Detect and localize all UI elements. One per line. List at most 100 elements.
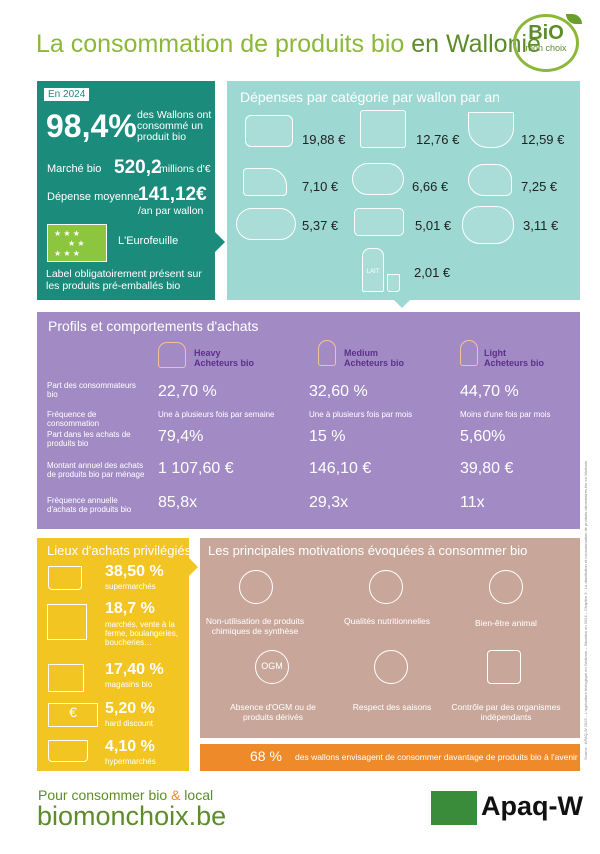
heavy-share: 22,70 % bbox=[158, 383, 217, 400]
place-pct-hypermarkets: 4,10 % bbox=[105, 738, 155, 755]
market-label: Marché bio bbox=[47, 163, 102, 175]
spend-charcuterie: 6,66 € bbox=[412, 179, 449, 194]
spend-meat: 19,88 € bbox=[302, 132, 346, 147]
meat-icon bbox=[245, 115, 293, 147]
light-frequency: Moins d'une fois par mois bbox=[460, 410, 551, 419]
light-buyer-label: Light Acheteurs bio bbox=[484, 348, 544, 368]
place-label-hard-discount: hard discount bbox=[105, 719, 154, 728]
heavy-label-2: Acheteurs bio bbox=[194, 358, 255, 368]
heavy-annual-frequency: 85,8x bbox=[158, 494, 198, 511]
seasons-icon bbox=[374, 650, 408, 684]
motivations-title: Les principales motivations évoquées à c… bbox=[208, 543, 528, 558]
source-note: Source : APAQ-W 2025 – L'agriculture bio… bbox=[583, 460, 588, 760]
eggs-icon bbox=[354, 208, 404, 236]
tagline-ampersand: & bbox=[171, 787, 181, 803]
tagline-part-2: local bbox=[184, 787, 214, 803]
market-stall-icon bbox=[47, 604, 87, 640]
profiles-title: Profils et comportements d'achats bbox=[48, 318, 259, 334]
consumers-percent: 98,4% bbox=[46, 108, 137, 144]
spend-eggs: 5,01 € bbox=[415, 218, 452, 233]
light-label-1: Light bbox=[484, 348, 506, 358]
vegetables-crate-icon bbox=[360, 110, 406, 148]
apaq-brand: Apaq-W bbox=[481, 791, 583, 821]
cart-icon bbox=[48, 566, 82, 590]
apaq-logo-icon bbox=[431, 791, 477, 825]
medium-buyer-icon bbox=[318, 340, 336, 366]
spend-unit: /an par wallon bbox=[138, 205, 204, 217]
future-intent-banner: 68 % des wallons envisagent de consommer… bbox=[200, 744, 580, 771]
medium-label-2: Acheteurs bio bbox=[344, 358, 405, 368]
motivation-ogm: Absence d'OGM ou de produits dérivés bbox=[230, 702, 316, 722]
title-main: La consommation de produits bio bbox=[36, 30, 405, 58]
footer-tagline: Pour consommer bio & local bbox=[38, 787, 213, 803]
inspection-icon bbox=[487, 650, 521, 684]
row-label-frequency: Fréquence de consommation bbox=[47, 410, 100, 428]
medium-annual-frequency: 29,3x bbox=[309, 494, 349, 511]
light-annual-frequency: 11x bbox=[460, 494, 485, 511]
place-label-supermarkets: supermarchés bbox=[105, 582, 156, 591]
bread-icon bbox=[236, 208, 296, 240]
heavy-annual-amount: 1 107,60 € bbox=[158, 460, 234, 477]
spend-bread: 5,37 € bbox=[302, 218, 339, 233]
fruit-basket-icon bbox=[468, 112, 514, 148]
place-pct-markets: 18,7 % bbox=[105, 600, 155, 617]
hypermarket-cart-icon bbox=[48, 740, 88, 762]
consumers-description: des Wallons ont consommé un produit bio bbox=[137, 109, 212, 143]
heavy-frequency: Une à plusieurs fois par semaine bbox=[158, 410, 275, 419]
logo-sub-text: mon choix bbox=[525, 43, 567, 53]
medium-share: 32,60 % bbox=[309, 383, 368, 400]
website-link[interactable]: biomonchoix.be bbox=[37, 801, 227, 831]
light-label-2: Acheteurs bio bbox=[484, 358, 545, 368]
panel-arrow bbox=[394, 300, 410, 308]
place-label-organic-shops: magasins bio bbox=[105, 680, 153, 689]
motivation-chemicals: Non-utilisation de produits chimiques de… bbox=[205, 616, 305, 636]
cheese-icon bbox=[243, 168, 287, 196]
heavy-purchase-share: 79,4% bbox=[158, 428, 204, 445]
place-pct-organic-shops: 17,40 % bbox=[105, 661, 164, 678]
light-share: 44,70 % bbox=[460, 383, 519, 400]
medium-buyer-label: Medium Acheteurs bio bbox=[344, 348, 404, 368]
euro-bill-icon: € bbox=[48, 703, 98, 727]
market-value: 520,2 bbox=[114, 157, 162, 178]
charcuterie-icon bbox=[352, 163, 404, 195]
no-chemicals-icon bbox=[239, 570, 273, 604]
ogm-icon: OGM bbox=[255, 650, 289, 684]
future-intent-pct: 68 % bbox=[250, 748, 282, 764]
motivation-control: Contrôle par des organismes indépendants bbox=[451, 702, 561, 722]
motivation-nutrition: Qualités nutritionnelles bbox=[344, 616, 430, 626]
eurofeuille-label: L'Eurofeuille bbox=[118, 235, 179, 247]
light-annual-amount: 39,80 € bbox=[460, 460, 514, 477]
panel-arrow bbox=[189, 558, 198, 576]
logo-bio-text: BiO bbox=[528, 22, 564, 44]
places-panel bbox=[37, 538, 189, 771]
heavy-buyer-icon bbox=[158, 342, 186, 368]
shop-icon bbox=[48, 664, 84, 692]
row-label-annual-amount: Montant annuel des achats de produits bi… bbox=[47, 461, 145, 479]
panel-arrow bbox=[215, 232, 225, 252]
place-pct-supermarkets: 38,50 % bbox=[105, 563, 164, 580]
row-label-purchase-share: Part dans les achats de produits bio bbox=[47, 430, 131, 448]
places-title: Lieux d'achats privilégiés bbox=[47, 543, 192, 558]
light-purchase-share: 5,60% bbox=[460, 428, 506, 445]
eurofeuille-logo-icon: ★ ★ ★ ★ ★ ★ ★ ★ bbox=[47, 224, 107, 262]
potatoes-icon bbox=[462, 206, 514, 244]
heavy-buyer-label: Heavy Acheteurs bio bbox=[194, 348, 254, 368]
bio-mon-choix-logo: BiO mon choix bbox=[513, 14, 579, 72]
profiles-panel bbox=[37, 312, 580, 529]
light-buyer-icon bbox=[460, 340, 478, 366]
spend-value: 141,12€ bbox=[138, 184, 207, 205]
spend-vegetables: 12,76 € bbox=[416, 132, 460, 147]
place-pct-hard-discount: 5,20 % bbox=[105, 700, 155, 717]
tagline-part-1: Pour consommer bio bbox=[38, 787, 168, 803]
spend-label: Dépense moyenne bbox=[47, 191, 140, 203]
motivation-seasons: Respect des saisons bbox=[352, 702, 432, 712]
milk-icon: LAIT bbox=[362, 248, 384, 292]
future-intent-text: des wallons envisagent de consommer dava… bbox=[295, 752, 578, 762]
label-note: Label obligatoirement présent sur les pr… bbox=[46, 268, 202, 292]
page-title: La consommation de produits bio en Wallo… bbox=[36, 30, 541, 59]
spend-milk: 2,01 € bbox=[414, 265, 451, 280]
market-unit: millions d'€ bbox=[159, 163, 211, 175]
spend-cheese: 7,10 € bbox=[302, 179, 339, 194]
place-label-hypermarkets: hypermarchés bbox=[105, 757, 156, 766]
poultry-icon bbox=[468, 164, 512, 196]
